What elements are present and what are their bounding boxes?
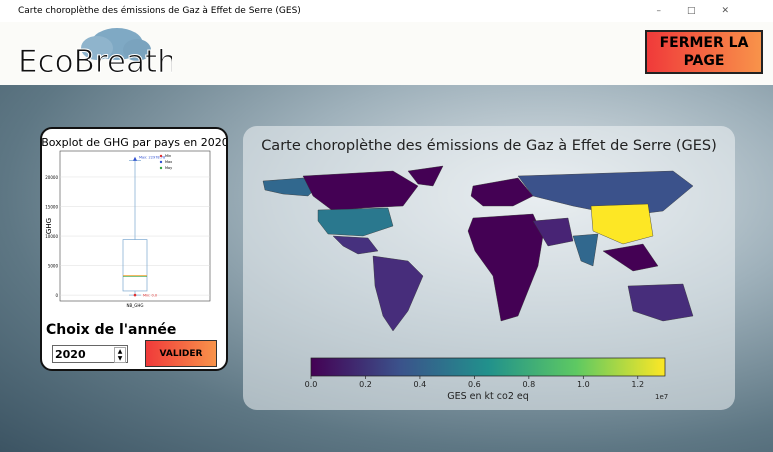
submit-button[interactable]: VALIDER bbox=[145, 340, 217, 367]
legend-marker bbox=[159, 160, 163, 164]
year-input[interactable]: 2020 ▲ ▼ bbox=[52, 345, 128, 363]
legend-marker bbox=[159, 154, 163, 158]
close-button[interactable]: FERMER LA PAGE bbox=[645, 30, 763, 74]
x-tick-label: 1.0 bbox=[577, 380, 590, 389]
choropleth: Carte choroplèthe des émissions de Gaz à… bbox=[261, 138, 717, 402]
min-marker bbox=[133, 293, 137, 297]
window-controls[interactable]: –□✕ bbox=[656, 6, 755, 16]
y-tick-label: 20000 bbox=[45, 175, 58, 180]
chart-title: Boxplot de GHG par pays en 2020 bbox=[42, 136, 226, 149]
left-panel: Boxplot de GHG par pays en 2020 0 5000 1000… bbox=[40, 127, 228, 371]
max-marker bbox=[133, 156, 137, 161]
logo: EcoBreath bbox=[18, 28, 172, 81]
y-axis-label: GHG bbox=[45, 218, 53, 234]
y-tick-label: 10000 bbox=[45, 234, 58, 239]
min-annotation: Min: 0.0 bbox=[143, 293, 157, 297]
spinner[interactable]: ▲ ▼ bbox=[114, 347, 126, 363]
y-tick-label: 5000 bbox=[48, 264, 59, 269]
y-tick-label: 0 bbox=[55, 293, 58, 298]
offset-label: 1e7 bbox=[655, 393, 668, 401]
logo-text: EcoBreath bbox=[18, 44, 172, 80]
plot-area bbox=[59, 150, 211, 302]
x-tick-label: NB_GHG bbox=[127, 303, 144, 308]
x-tick-label: 0.0 bbox=[305, 380, 318, 389]
year-value: 2020 bbox=[55, 348, 86, 361]
x-tick-label: 0.8 bbox=[522, 380, 535, 389]
window-title: Carte choroplèthe des émissions de Gaz à… bbox=[18, 6, 301, 16]
x-tick-label: 0.6 bbox=[468, 380, 481, 389]
colorbar bbox=[310, 357, 666, 377]
map-title: Carte choroplèthe des émissions de Gaz à… bbox=[261, 138, 717, 154]
map-panel: Carte choroplèthe des émissions de Gaz à… bbox=[243, 126, 735, 410]
x-tick-label: 0.2 bbox=[359, 380, 372, 389]
x-tick-label: 0.4 bbox=[414, 380, 427, 389]
box bbox=[122, 239, 148, 292]
y-tick-label: 15000 bbox=[45, 205, 58, 210]
legend-label: Min bbox=[165, 154, 171, 158]
year-label: Choix de l'année bbox=[46, 322, 177, 338]
max-annotation: Max: 22978.78 bbox=[139, 155, 165, 159]
boxplot: Boxplot de GHG par pays en 2020 0 5000 1000… bbox=[42, 136, 226, 308]
legend-label: Max bbox=[165, 160, 172, 164]
x-axis-label: GES en kt co2 eq bbox=[447, 391, 529, 402]
x-tick-label: 1.2 bbox=[631, 380, 644, 389]
header: EcoBreath FERMER LA PAGE bbox=[0, 22, 773, 85]
legend-marker bbox=[159, 166, 163, 170]
title-bar: Carte choroplèthe des émissions de Gaz à… bbox=[0, 0, 773, 22]
legend-label: Moy bbox=[165, 166, 172, 170]
world-map bbox=[262, 165, 694, 332]
